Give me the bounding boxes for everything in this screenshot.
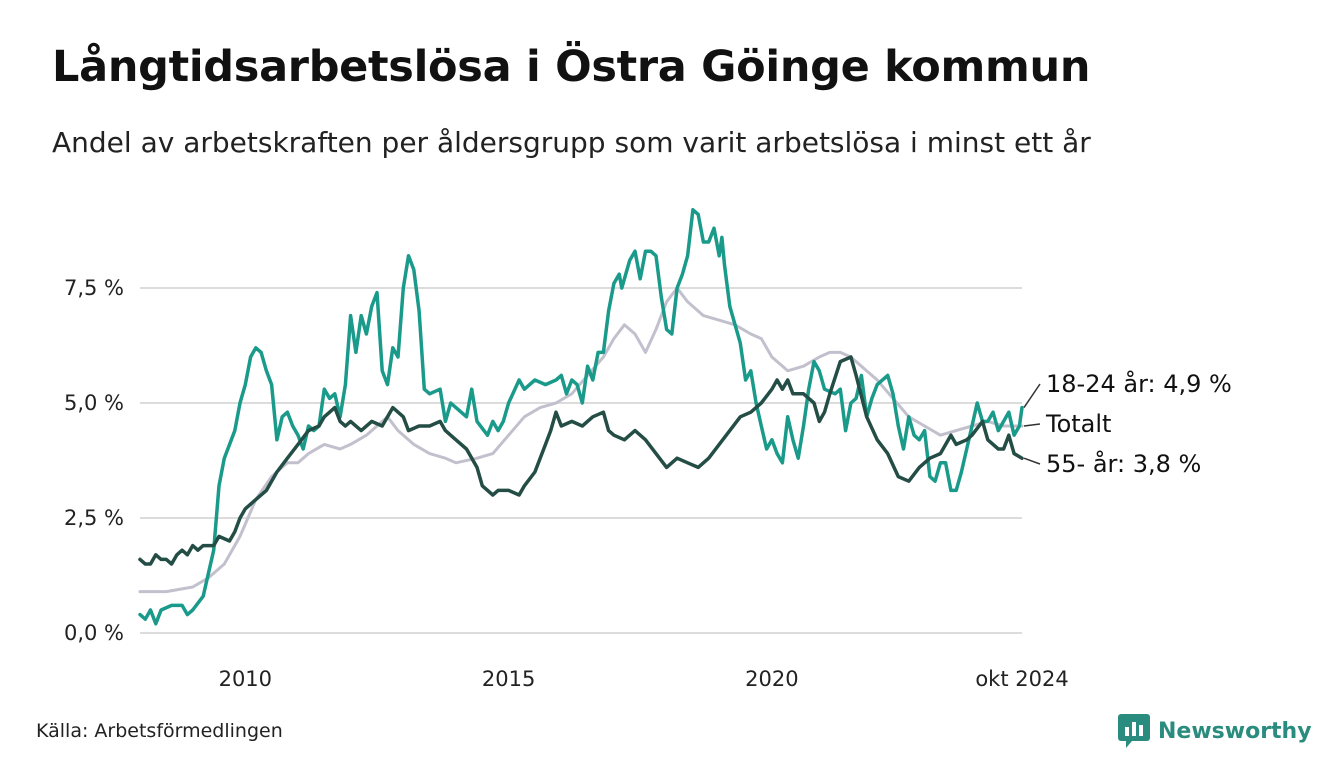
series-line-youth	[138, 208, 1024, 626]
series-line-older	[138, 355, 1024, 566]
leader-line-older	[1023, 457, 1041, 465]
end-label-total: Totalt	[1045, 410, 1111, 438]
series-lines	[138, 208, 1024, 626]
y-tick-label: 2,5 %	[64, 506, 124, 530]
x-tick-label: 2020	[745, 667, 798, 691]
chart-subtitle: Andel av arbetskraften per åldersgrupp s…	[52, 126, 1091, 159]
y-tick-label: 5,0 %	[64, 391, 124, 415]
series-line-total	[138, 286, 1024, 594]
source-note: Källa: Arbetsförmedlingen	[36, 720, 283, 742]
brand-name: Newsworthy	[1158, 718, 1312, 744]
end-label-older: 55- år: 3,8 %	[1046, 449, 1201, 478]
end-label-youth: 18-24 år: 4,9 %	[1046, 369, 1232, 398]
x-tick-label: okt 2024	[975, 667, 1068, 691]
y-tick-label: 0,0 %	[64, 621, 124, 645]
leader-line-youth	[1023, 383, 1041, 409]
x-tick-label: 2010	[219, 667, 272, 691]
newsworthy-logo-icon	[1118, 714, 1150, 748]
x-axis: 2010 2015 2020 okt 2024	[219, 667, 1069, 691]
y-tick-label: 7,5 %	[64, 276, 124, 300]
y-axis: 0,0 % 2,5 % 5,0 % 7,5 %	[64, 276, 124, 645]
brand-logo: Newsworthy	[1118, 714, 1312, 748]
chart-title: Långtidsarbetslösa i Östra Göinge kommun	[52, 42, 1091, 92]
end-labels: Totalt 18-24 år: 4,9 % 55- år: 3,8 %	[1023, 369, 1232, 478]
leader-line-total	[1023, 423, 1041, 427]
x-tick-label: 2015	[482, 667, 535, 691]
